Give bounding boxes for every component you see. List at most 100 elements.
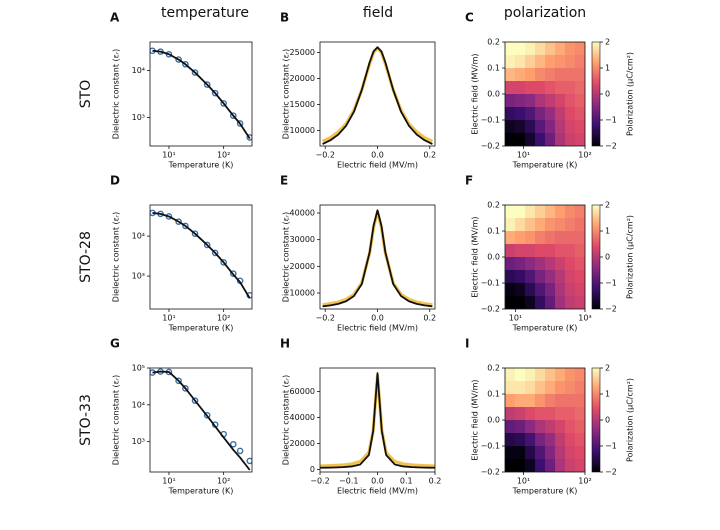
- column-header: polarization: [504, 5, 586, 21]
- y-axis-label: Dielectric constant (εᵣ): [282, 212, 291, 302]
- row-label: STO-33: [78, 394, 94, 446]
- heatmap-cell: [525, 459, 536, 472]
- colorbar-tick-label: −1: [605, 116, 617, 125]
- y-tick-label: 10⁴: [132, 66, 145, 75]
- heatmap-cell: [505, 68, 516, 82]
- colorbar-tick-label: 0: [605, 416, 610, 425]
- heatmap-cell: [564, 446, 576, 460]
- heatmap-cell: [525, 296, 536, 309]
- heatmap-cell: [525, 231, 536, 245]
- heatmap-cell: [515, 205, 526, 219]
- heatmap-cell: [575, 133, 585, 146]
- plot-area: [505, 205, 585, 309]
- panel: E −0.2 0.0 0.2 10000 20000 30000 40000 Electric …: [280, 174, 436, 333]
- heatmap-cell: [555, 420, 566, 434]
- heatmap-cell: [555, 68, 566, 82]
- heatmap-cell: [535, 420, 546, 434]
- y-tick-label: 0.0: [487, 90, 500, 99]
- x-tick-label: 10²: [578, 151, 591, 160]
- curve: [320, 374, 435, 468]
- colorbar-tick-label: 2: [605, 38, 610, 47]
- y-tick-label: 40000: [290, 413, 315, 422]
- x-tick-label: 10²: [217, 151, 230, 160]
- heatmap-cell: [575, 55, 585, 69]
- heatmap-cell: [575, 407, 585, 421]
- x-tick-label: 0.1: [400, 477, 413, 486]
- heatmap-cell: [554, 257, 566, 271]
- x-axis-label: Temperature (K): [512, 324, 578, 333]
- heatmap-cell: [515, 231, 526, 245]
- x-tick-label: 10²: [217, 477, 230, 486]
- plot-area: [150, 47, 252, 141]
- heatmap-cell: [525, 218, 536, 232]
- y-tick-label: 60000: [290, 387, 315, 396]
- heatmap-cell: [525, 205, 536, 219]
- y-tick-label: 10⁴: [132, 400, 145, 409]
- heatmap-cell: [575, 420, 585, 434]
- heatmap-cell: [575, 433, 585, 447]
- data-point: [182, 222, 189, 230]
- heatmap-cell: [514, 81, 526, 95]
- data-point: [246, 134, 252, 141]
- heatmap-cell: [535, 446, 546, 460]
- heatmap-cell: [555, 55, 566, 69]
- heatmap-cell: [575, 107, 585, 121]
- curve: [152, 212, 251, 299]
- heatmap-cell: [505, 42, 516, 56]
- panel: D 10¹ 10² 10³ 10⁴ Temperature (K) Dielectric c…: [110, 174, 253, 333]
- panel: H −0.2 −0.1 0.0 0.1 0.2 0 20000 40000 60000 Electr…: [280, 337, 441, 496]
- panel: G 10¹ 10² 10³ 10⁴ 10⁵ Temperature (K) Dielectri…: [110, 337, 253, 496]
- colorbar: [591, 204, 601, 310]
- heatmap-cell: [575, 120, 585, 134]
- heatmap-cell: [514, 107, 526, 121]
- row-label: STO-28: [78, 231, 94, 283]
- heatmap-cell: [514, 381, 526, 395]
- heatmap-cell: [564, 68, 576, 82]
- x-tick-label: 10³: [578, 314, 591, 323]
- colorbar-tick-label: 1: [605, 64, 610, 73]
- y-tick-label: 10³: [132, 113, 145, 122]
- heatmap-cell: [575, 81, 585, 95]
- panel-letter: H: [280, 337, 290, 351]
- heatmap-cell: [564, 459, 576, 472]
- heatmap-cell: [544, 446, 556, 460]
- heatmap-cell: [555, 368, 566, 382]
- heatmap-cell: [525, 68, 536, 82]
- y-axis-label: Electric field (MV/m): [471, 216, 480, 297]
- x-tick-label: 10¹: [509, 314, 522, 323]
- heatmap-cell: [575, 394, 585, 408]
- y-tick-label: 0.1: [487, 390, 500, 399]
- row-label: STO: [78, 80, 94, 108]
- heatmap-cell: [555, 42, 566, 56]
- y-tick-label: 0.1: [487, 227, 500, 236]
- heatmap-cell: [544, 283, 556, 297]
- heatmap-cell: [505, 407, 516, 421]
- plot-area: [321, 46, 434, 145]
- panel-letter: D: [110, 174, 120, 188]
- heatmap-cell: [575, 218, 585, 232]
- data-point: [246, 457, 252, 465]
- heatmap-cell: [565, 218, 576, 232]
- colorbar-tick-label: −2: [605, 305, 617, 314]
- heatmap-cell: [544, 107, 556, 121]
- heatmap-cell: [505, 133, 516, 146]
- plot-area: [505, 368, 585, 472]
- data-point: [175, 218, 182, 225]
- colorbar-tick-label: −1: [605, 279, 617, 288]
- heatmap-cell: [525, 368, 536, 382]
- y-tick-label: 30000: [290, 235, 315, 244]
- curve: [152, 49, 251, 140]
- colorbar-tick-label: 2: [605, 201, 610, 210]
- heatmap-cell: [515, 244, 526, 258]
- heatmap-cell: [575, 68, 585, 82]
- y-tick-label: 10³: [132, 272, 145, 281]
- heatmap-cell: [564, 368, 576, 382]
- heatmap-cell: [505, 394, 516, 408]
- y-tick-label: 0: [310, 465, 315, 474]
- panel-letter: G: [110, 337, 120, 351]
- heatmap-cell: [525, 420, 536, 434]
- heatmap-cell: [525, 407, 536, 421]
- x-axis-label: Temperature (K): [512, 487, 578, 496]
- y-tick-label: 0.1: [487, 64, 500, 73]
- colorbar-tick-label: −1: [605, 442, 617, 451]
